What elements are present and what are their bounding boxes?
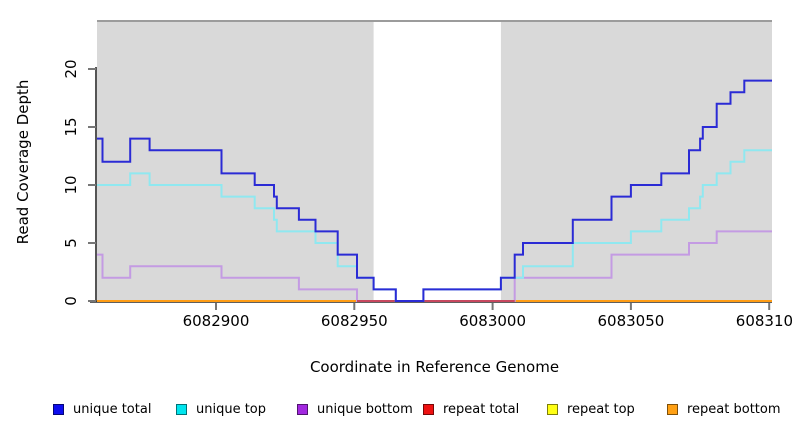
unique-bottom-swatch-icon [297, 403, 308, 415]
legend-label: unique total [73, 401, 152, 417]
legend-label: repeat bottom [687, 401, 781, 417]
legend-label: repeat top [567, 401, 635, 417]
x-tick-label: 6082900 [182, 312, 250, 330]
repeat-top-swatch-icon [547, 403, 558, 415]
y-tick-label: 0 [62, 296, 80, 306]
legend-label: unique bottom [317, 401, 413, 417]
legend: unique total unique top unique bottom re… [0, 399, 792, 421]
legend-item-repeat-total: repeat total [423, 399, 519, 419]
legend-item-repeat-top: repeat top [547, 399, 635, 419]
x-tick-label: 6083100 [735, 312, 792, 330]
legend-item-repeat-bottom: repeat bottom [667, 399, 781, 419]
legend-item-unique-top: unique top [176, 399, 266, 419]
unique-top-swatch-icon [176, 403, 187, 415]
x-tick-label: 6083050 [597, 312, 665, 330]
legend-label: repeat total [443, 401, 520, 417]
unique-total-swatch-icon [53, 403, 64, 415]
repeat-total-swatch-icon [423, 403, 434, 415]
y-tick-label: 10 [62, 175, 80, 195]
legend-label: unique top [196, 401, 267, 417]
y-axis-title: Read Coverage Depth [14, 79, 32, 245]
x-tick-label: 6082950 [320, 312, 388, 330]
x-axis-title: Coordinate in Reference Genome [309, 358, 560, 376]
legend-item-unique-total: unique total [53, 399, 151, 419]
repeat-bottom-swatch-icon [667, 403, 678, 415]
y-tick-label: 5 [62, 238, 80, 248]
legend-item-unique-bottom: unique bottom [297, 399, 413, 419]
x-tick-label: 6083000 [459, 312, 526, 330]
y-tick-label: 20 [62, 59, 80, 79]
y-tick-label: 15 [62, 117, 80, 137]
